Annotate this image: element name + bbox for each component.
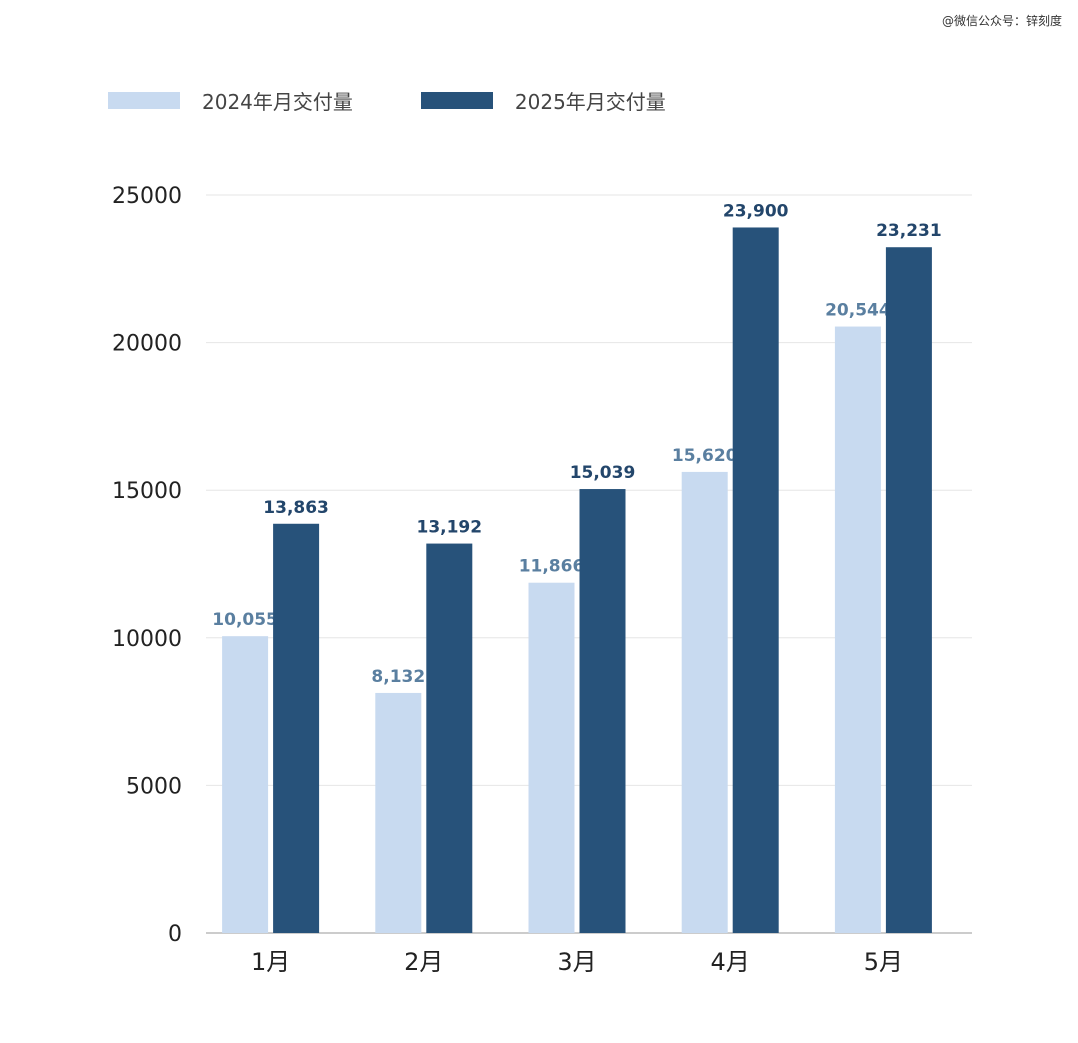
x-tick-label: 1月: [251, 948, 290, 976]
bar-2025-3: [579, 489, 626, 933]
x-tick-label: 3月: [557, 948, 596, 976]
bar-2024-1: [222, 636, 269, 933]
bar-2025-2: [426, 543, 473, 933]
legend-label-2024: 2024年月交付量: [202, 90, 353, 114]
data-label-2024-5: 20,544: [825, 301, 891, 321]
y-tick-label: 5000: [126, 774, 182, 799]
bar-2024-3: [528, 582, 575, 933]
y-tick-label: 10000: [112, 627, 182, 652]
bar-2025-5: [885, 247, 932, 933]
data-label-2024-4: 15,620: [672, 446, 738, 466]
legend-item-2025: 2025年月交付量: [420, 86, 666, 115]
data-label-2025-5: 23,231: [876, 221, 942, 241]
data-label-2025-1: 13,863: [263, 498, 329, 518]
data-label-2025-2: 13,192: [416, 518, 482, 538]
data-label-2024-2: 8,132: [371, 667, 425, 687]
bar-2024-5: [834, 326, 881, 933]
x-tick-label: 2月: [404, 948, 443, 976]
y-tick-label: 0: [168, 922, 182, 947]
bar-2024-2: [375, 692, 422, 933]
y-tick-label: 25000: [112, 184, 182, 209]
bar-2025-4: [732, 227, 779, 934]
watermark-text: @微信公众号：锌刻度: [941, 14, 1062, 28]
chart-legend: 2024年月交付量 2025年月交付量: [108, 86, 734, 115]
x-tick-label: 4月: [711, 948, 750, 976]
data-label-2025-4: 23,900: [723, 201, 789, 221]
bar-2025-1: [273, 523, 320, 933]
legend-item-2024: 2024年月交付量: [108, 86, 353, 115]
data-label-2025-3: 15,039: [570, 463, 636, 483]
legend-label-2025: 2025年月交付量: [514, 90, 666, 114]
y-tick-label: 15000: [112, 479, 182, 504]
legend-swatch-2024: [108, 92, 180, 109]
data-label-2024-1: 10,055: [212, 610, 278, 630]
data-label-2024-3: 11,866: [519, 557, 585, 577]
bar-2024-4: [681, 471, 728, 933]
x-tick-label: 5月: [864, 948, 903, 976]
legend-swatch-2025: [420, 92, 493, 109]
y-tick-label: 20000: [112, 332, 182, 357]
